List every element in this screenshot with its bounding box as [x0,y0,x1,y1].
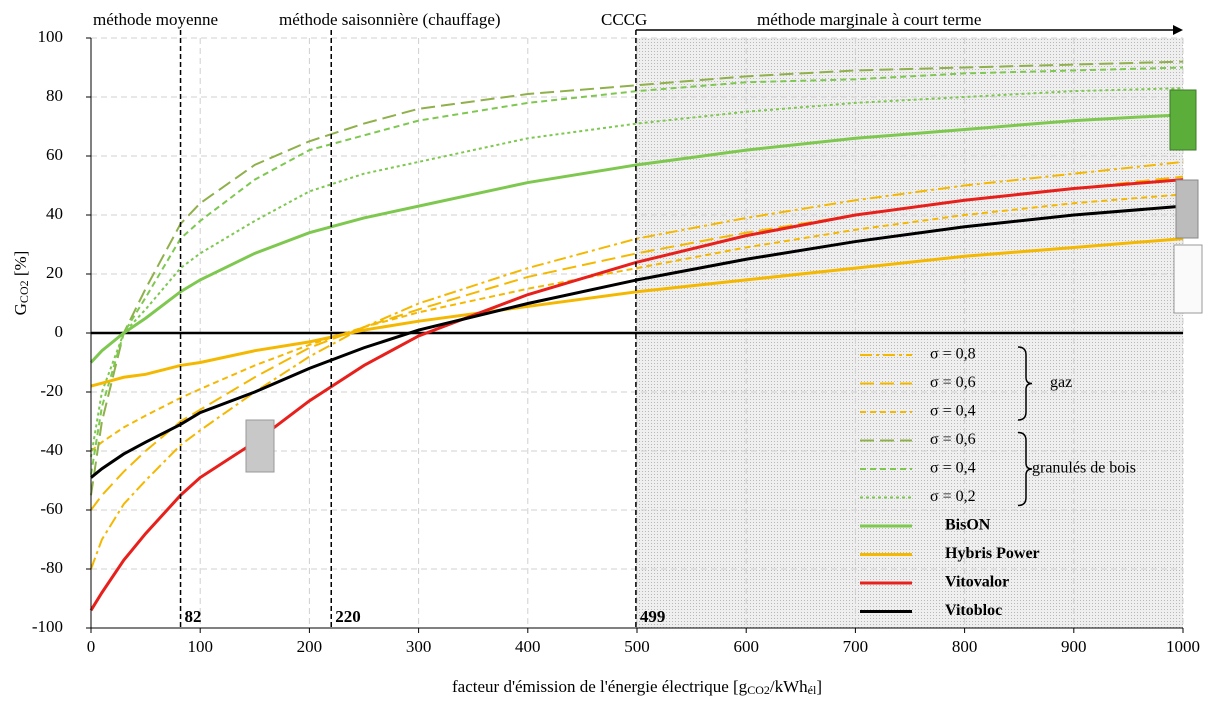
legend-label: σ = 0,8 [930,346,976,363]
y-axis-title-part: [%] [11,251,30,281]
series-line [90,60,1184,496]
legend-label: σ = 0,6 [930,431,976,448]
series-line [90,66,1184,475]
x-axis-title-part: /kWh [770,677,808,696]
legend-label: σ = 0,2 [930,488,976,505]
x-tick-label: 300 [406,637,432,656]
y-axis-title-part: CO2 [17,280,31,303]
product-icon [245,419,275,473]
method-value: 499 [640,607,666,626]
legend-label: σ = 0,6 [930,374,976,391]
y-tick-label: -20 [40,381,63,400]
y-axis-title-part: G [11,303,30,315]
y-tick-label: -60 [40,499,63,518]
product-icon [1173,244,1203,314]
method-value: 82 [185,607,202,626]
y-tick-label: 60 [46,145,63,164]
annotation: méthode moyenne [93,10,218,29]
series-line [90,204,1184,479]
product-icon [1175,179,1199,239]
y-tick-label: 100 [38,27,64,46]
series-line [89,178,1184,612]
y-tick-label: 20 [46,263,63,282]
legend-label: Vitobloc [945,602,1002,619]
legend-label: σ = 0,4 [930,403,976,420]
group-label: gaz [1050,374,1072,391]
y-tick-label: -80 [40,558,63,577]
y-tick-label: 40 [46,204,63,223]
x-tick-label: 100 [187,637,213,656]
method-value: 220 [335,607,361,626]
y-tick-label: 0 [55,322,64,341]
x-axis-title-part: facteur d'émission de l'énergie électriq… [452,677,748,696]
legend-brace [1017,431,1033,507]
annotation: méthode saisonnière (chauffage) [279,10,501,29]
group-label: granulés de bois [1032,460,1136,477]
y-axis-title: GCO2 [%] [11,251,31,316]
x-tick-label: 800 [952,637,978,656]
x-axis-title: facteur d'émission de l'énergie électriq… [452,677,822,697]
x-axis-title-part: ] [816,677,822,696]
x-tick-label: 400 [515,637,541,656]
series-line [90,87,1184,458]
y-tick-label: 80 [46,86,63,105]
product-icon [1169,89,1197,151]
x-tick-label: 0 [87,637,96,656]
x-tick-label: 200 [297,637,323,656]
series-line [89,113,1184,364]
annotation: méthode marginale à court terme [757,10,981,29]
arrowhead [1173,25,1183,35]
y-tick-label: -40 [40,440,63,459]
x-tick-label: 500 [624,637,650,656]
legend-label: BisON [945,517,991,534]
y-tick-label: -100 [32,617,63,636]
legend-brace [1017,346,1033,421]
x-axis-title-part: él [808,683,817,697]
legend-label: σ = 0,4 [930,460,976,477]
x-tick-label: 1000 [1166,637,1200,656]
series-line [90,237,1184,388]
annotation: CCCG [601,10,647,29]
series-line [90,193,1184,452]
x-tick-label: 900 [1061,637,1087,656]
x-tick-label: 700 [843,637,869,656]
legend-label: Vitovalor [945,574,1009,591]
legend-label: Hybris Power [945,545,1040,562]
x-axis-title-part: CO2 [747,683,770,697]
x-tick-label: 600 [733,637,759,656]
